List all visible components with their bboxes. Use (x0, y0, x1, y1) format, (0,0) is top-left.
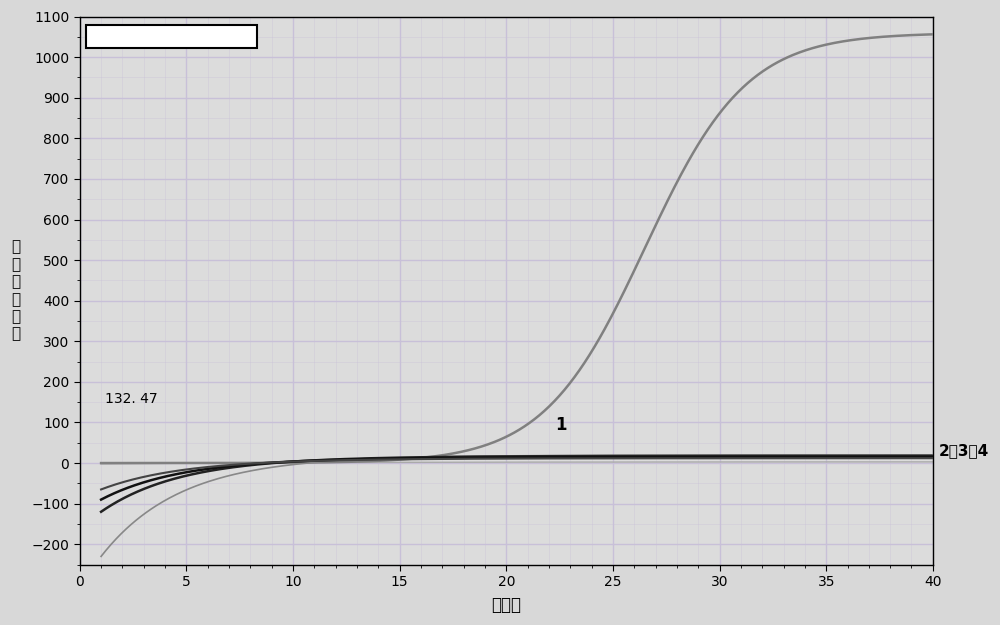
Text: 1: 1 (555, 416, 567, 434)
Y-axis label: 荧
光
信
号
强
度: 荧 光 信 号 强 度 (11, 239, 20, 342)
FancyBboxPatch shape (86, 25, 257, 48)
X-axis label: 循环数: 循环数 (491, 596, 521, 614)
Text: 132. 47: 132. 47 (105, 392, 158, 406)
Text: 2，3，4: 2，3，4 (939, 443, 989, 458)
